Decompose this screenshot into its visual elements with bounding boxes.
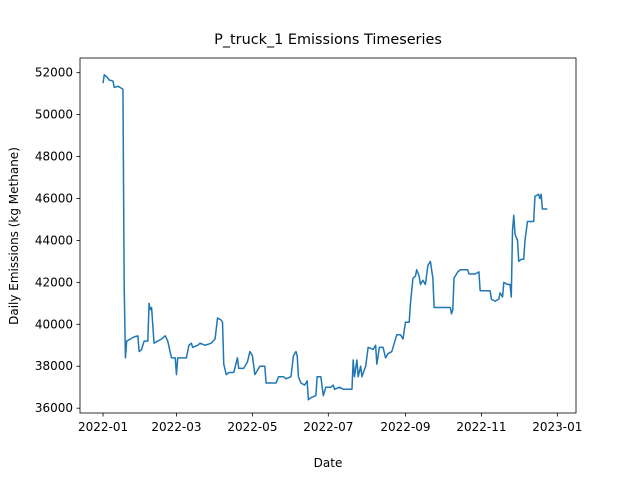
x-tick-label: 2022-03 — [151, 420, 201, 434]
y-tick-label: 46000 — [35, 191, 73, 205]
x-tick-label: 2022-01 — [78, 420, 128, 434]
chart-title: P_truck_1 Emissions Timeseries — [214, 32, 442, 48]
y-tick-label: 42000 — [35, 275, 73, 289]
y-tick-label: 52000 — [35, 66, 73, 80]
plot-frame — [79, 57, 577, 414]
x-tick-label: 2022-11 — [456, 420, 506, 434]
y-tick-label: 36000 — [35, 401, 73, 415]
x-tick-label: 2022-07 — [303, 420, 353, 434]
y-tick-label: 40000 — [35, 317, 73, 331]
x-tick-label: 2022-09 — [380, 420, 430, 434]
x-tick-label: 2023-01 — [532, 420, 582, 434]
y-tick-label: 38000 — [35, 359, 73, 373]
y-tick-label: 50000 — [35, 108, 73, 122]
y-axis-label: Daily Emissions (kg Methane) — [7, 147, 21, 325]
line-series — [102, 74, 548, 401]
y-tick-label: 44000 — [35, 233, 73, 247]
x-tick-label: 2022-05 — [227, 420, 277, 434]
x-axis-label: Date — [314, 456, 343, 470]
y-tick-label: 48000 — [35, 150, 73, 164]
